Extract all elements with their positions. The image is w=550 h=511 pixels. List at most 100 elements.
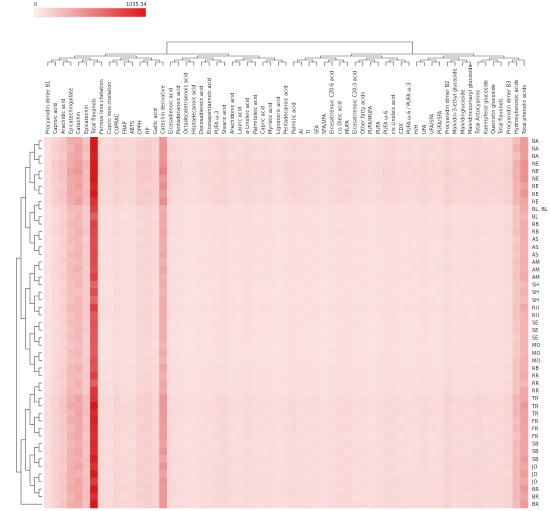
heatmap-cell (481, 402, 490, 410)
heatmap-cell (220, 379, 229, 388)
heatmap-cell (82, 432, 91, 441)
heatmap-cell (182, 402, 191, 410)
heatmap-cell (128, 477, 137, 486)
heatmap-cell (520, 492, 529, 501)
heatmap-cell (243, 174, 252, 183)
heatmap-cell (328, 227, 337, 236)
heatmap-cell (405, 190, 414, 198)
heatmap-cell (504, 280, 513, 289)
heatmap-cell (420, 303, 429, 312)
heatmap-cell (504, 341, 513, 350)
heatmap-cell (243, 159, 252, 168)
heatmap-cell (504, 235, 513, 244)
heatmap-cell (266, 492, 275, 501)
heatmap-cell (189, 197, 198, 206)
heatmap-cell (397, 197, 406, 206)
heatmap-cell (151, 190, 160, 198)
heatmap-cell (166, 137, 175, 145)
heatmap-cell (251, 326, 260, 335)
heatmap-cell (220, 190, 229, 198)
heatmap-cell (220, 303, 229, 312)
heatmap-cell (374, 250, 383, 259)
heatmap-cell (105, 394, 114, 403)
heatmap-cell (312, 439, 321, 448)
heatmap-cell (489, 462, 498, 471)
heatmap-cell (128, 341, 137, 350)
heatmap-cell (443, 424, 452, 433)
heatmap-cell (136, 402, 145, 410)
colorbar-min-label: 0 (34, 2, 37, 8)
heatmap-cell (151, 167, 160, 176)
heatmap-cell (497, 349, 506, 357)
heatmap-cell (266, 439, 275, 448)
heatmap-cell (412, 326, 421, 335)
heatmap-cell (289, 152, 298, 161)
heatmap-cell (458, 174, 467, 183)
heatmap-cell (59, 470, 68, 479)
row-dendrogram-link (29, 454, 35, 486)
heatmap-cell (90, 500, 99, 509)
heatmap-cell (435, 333, 444, 342)
heatmap-cell (451, 182, 460, 191)
heatmap-cell (220, 439, 229, 448)
heatmap-cell (366, 250, 375, 259)
heatmap-cell (466, 144, 475, 153)
heatmap-cell (497, 439, 506, 448)
heatmap-cell (328, 190, 337, 198)
heatmap-cell (458, 364, 467, 373)
heatmap-cell (120, 455, 129, 463)
heatmap-cell (458, 318, 467, 327)
heatmap-cell (151, 492, 160, 501)
heatmap-cell (320, 409, 329, 418)
heatmap-cell (397, 439, 406, 448)
heatmap-cell (74, 167, 83, 176)
heatmap-cell (174, 296, 183, 304)
heatmap-cell (512, 250, 521, 259)
heatmap-cell (328, 212, 337, 221)
heatmap-cell (97, 137, 106, 145)
heatmap-cell (520, 243, 529, 251)
heatmap-cell (236, 265, 245, 274)
heatmap-cell (189, 235, 198, 244)
heatmap-cell (220, 296, 229, 304)
heatmap-cell (451, 174, 460, 183)
heatmap-cell (51, 190, 60, 198)
column-dendrogram-link (385, 61, 394, 66)
heatmap-cell (251, 190, 260, 198)
heatmap-cell (143, 288, 152, 297)
heatmap-cell (389, 455, 398, 463)
heatmap-cell (266, 220, 275, 229)
heatmap-cell (259, 303, 268, 312)
heatmap-cell (236, 364, 245, 373)
heatmap-cell (228, 296, 237, 304)
heatmap-cell (259, 394, 268, 403)
heatmap-cell (504, 190, 513, 198)
heatmap-cell (128, 144, 137, 153)
heatmap-cell (489, 318, 498, 327)
heatmap-cell (328, 349, 337, 357)
heatmap-cell (174, 349, 183, 357)
heatmap-cell (90, 409, 99, 418)
heatmap-cell (382, 333, 391, 342)
heatmap-cell (266, 500, 275, 509)
row-label: NE (532, 169, 539, 175)
heatmap-cell (259, 288, 268, 297)
heatmap-cell (220, 492, 229, 501)
heatmap-cell (82, 485, 91, 494)
heatmap-cell (320, 326, 329, 335)
heatmap-cell (320, 250, 329, 259)
heatmap-cell (74, 349, 83, 357)
heatmap-cell (120, 212, 129, 221)
heatmap-cell (197, 379, 206, 388)
heatmap-cell (228, 190, 237, 198)
heatmap-cell (113, 409, 122, 418)
heatmap-cell (489, 220, 498, 229)
heatmap-cell (44, 205, 52, 214)
heatmap-cell (512, 485, 521, 494)
heatmap-cell (166, 311, 175, 320)
heatmap-cell (243, 462, 252, 471)
heatmap-cell (289, 243, 298, 251)
heatmap-cell (282, 311, 291, 320)
heatmap-cell (51, 386, 60, 395)
heatmap-cell (343, 477, 352, 486)
